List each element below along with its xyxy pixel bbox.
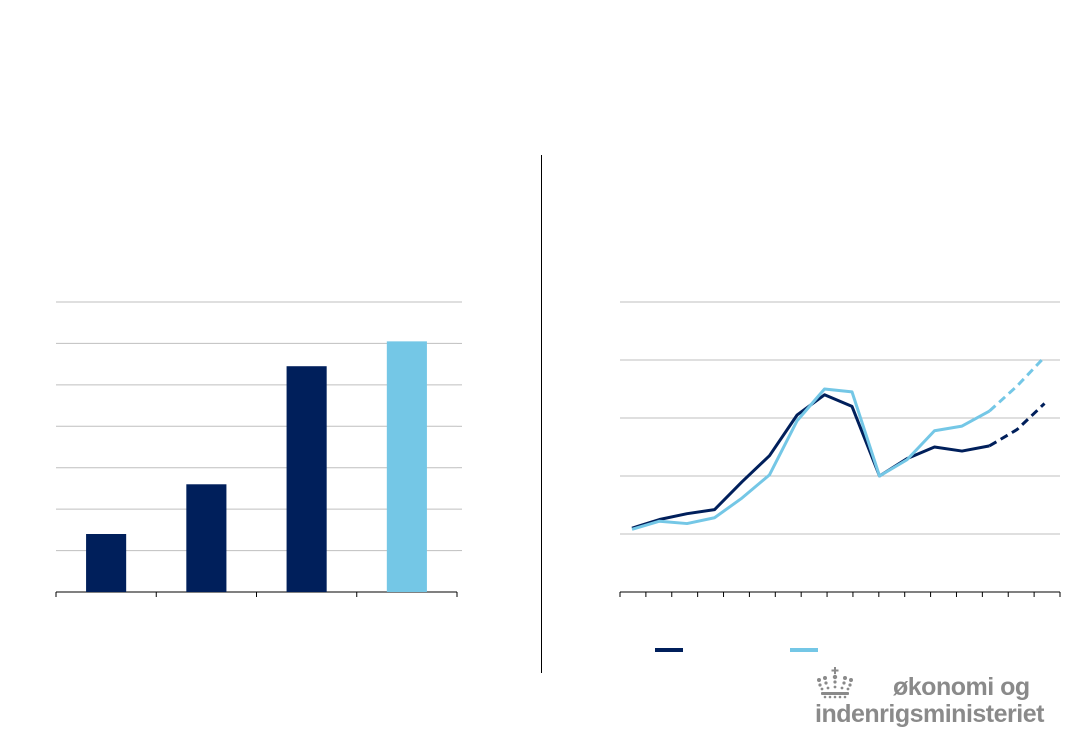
bar xyxy=(386,341,427,592)
logo-text-line2: indenrigsministeriet xyxy=(815,700,1044,728)
series-line-solid xyxy=(631,387,991,531)
crown-icon xyxy=(817,667,853,699)
panel-divider xyxy=(541,155,542,673)
logo-text-line1: økonomi og xyxy=(893,673,1030,701)
bar xyxy=(186,484,227,592)
bar xyxy=(286,366,327,592)
legend-swatch-light-blue xyxy=(790,648,818,652)
series-line-dashed xyxy=(988,402,1046,448)
right-chart-panel xyxy=(545,0,1083,680)
line-chart xyxy=(619,301,1061,597)
legend-swatch-navy xyxy=(655,648,683,652)
series-line-dashed xyxy=(988,356,1046,413)
left-chart-panel xyxy=(0,0,540,680)
series-line-solid xyxy=(631,393,990,530)
bar xyxy=(86,534,127,592)
bar-chart xyxy=(55,301,462,597)
ministry-logo: økonomi og indenrigsministeriet xyxy=(815,667,1044,729)
